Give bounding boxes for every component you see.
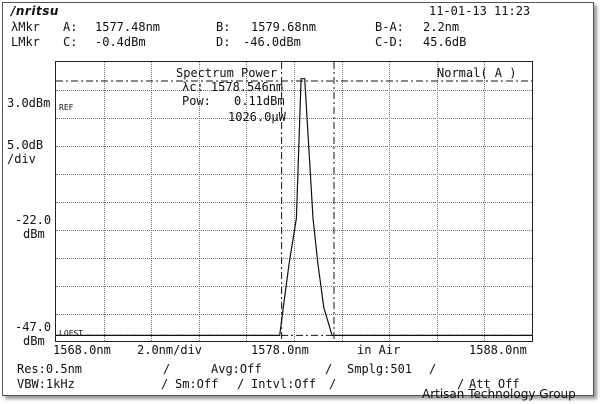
x-axis-center: 1578.0nm [251,343,309,357]
grid-line-v [294,62,295,341]
level-marker-label: LMkr [11,35,40,49]
marker-ba-label: B-A: [375,20,404,34]
marker-d-label: D: [216,35,231,49]
interval-setting: Intvl:Off [251,377,317,391]
spectrum-plot: REF LOFST Spectrum Power λc: 1578.546nm … [55,61,533,342]
marker-a-label: A: [63,20,78,34]
marker-d-value: -46.0dBm [243,35,301,49]
grid-line-h [56,314,532,315]
marker-ba-value: 2.2nm [423,20,460,34]
marker-c-value: -0.4dBm [95,35,146,49]
grid-line-h [56,118,532,119]
grid-line-v [246,62,247,341]
separator-slash: / [329,377,337,391]
watermark-text: Artisan Technology Group [422,387,576,401]
center-wavelength: λc: 1578.546nm [182,80,284,94]
y-axis-bottom-value: -47.0 [15,320,52,334]
spectrum-trace-svg [56,62,532,341]
analyzer-screen: /nritsu 11-01-13 11:23 λMkr A: 1577.48nm… [2,2,594,396]
y-axis-scale-label: 5.0dB [7,138,44,152]
power-microwatt: 1026.0μW [228,110,286,124]
wavelength-marker-label: λMkr [11,20,40,34]
x-axis-medium: in Air [357,343,401,357]
smoothing-setting: Sm:Off [175,377,219,391]
grid-line-v [484,62,485,341]
power-label: Pow: [182,94,211,108]
separator-slash: / [161,377,169,391]
x-axis-span: 2.0nm/div [137,343,203,357]
separator-slash: / [457,377,465,391]
separator-slash: / [237,377,245,391]
grid-line-v [437,62,438,341]
spectrum-trace [56,78,532,336]
grid-line-h [56,258,532,259]
attenuator-setting: Att Off [469,377,520,391]
grid-line-v [342,62,343,341]
grid-line-h [56,174,532,175]
grid-line-h [56,146,532,147]
y-axis-scale-unit: /div [7,152,36,166]
grid-line-v [199,62,200,341]
datetime: 11-01-13 11:23 [429,4,531,18]
separator-slash: / [429,362,437,376]
measurement-title: Spectrum Power [176,66,278,80]
x-axis-start: 1568.0nm [53,343,111,357]
y-axis-top-label: 3.0dBm [7,96,51,110]
lofst-tag: LOFST [59,329,84,338]
grid-line-h [56,286,532,287]
power-value: 0.11dBm [234,94,285,108]
marker-a-value: 1577.48nm [95,20,161,34]
vbw-setting: VBW:1kHz [17,377,75,391]
brand-logo: /nritsu [11,4,59,18]
marker-c-label: C: [63,35,78,49]
marker-b-value: 1579.68nm [251,20,317,34]
separator-slash: / [325,362,333,376]
grid-line-v [104,62,105,341]
marker-b-label: B: [216,20,231,34]
y-axis-mid-unit: dBm [23,227,45,241]
ref-tag: REF [59,103,74,112]
y-axis-bottom-unit: dBm [23,334,45,348]
mode-indicator: Normal( A ) [437,66,517,80]
separator-slash: / [163,362,171,376]
y-axis-mid-value: -22.0 [15,213,52,227]
average-setting: Avg:Off [211,362,262,376]
grid-line-v [389,62,390,341]
grid-line-h [56,90,532,91]
x-axis-stop: 1588.0nm [469,343,527,357]
grid-line-h [56,202,532,203]
marker-cd-value: 45.6dB [423,35,467,49]
sampling-setting: Smplg:501 [347,362,413,376]
grid-line-v [151,62,152,341]
marker-cd-label: C-D: [375,35,404,49]
resolution-setting: Res:0.5nm [17,362,83,376]
